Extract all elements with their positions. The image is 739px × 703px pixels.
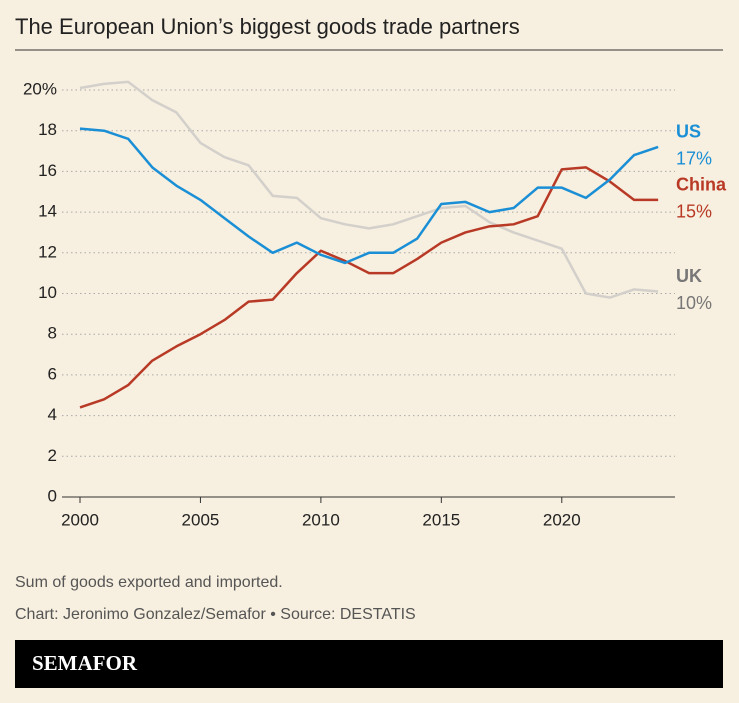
x-tick-label: 2020 [543, 510, 581, 529]
brand: SEMAFOR [32, 651, 138, 675]
y-tick-label: 4 [48, 405, 57, 424]
legend-label: UK [676, 266, 702, 286]
x-tick-label: 2000 [61, 510, 99, 529]
x-tick-label: 2005 [182, 510, 220, 529]
y-tick-label: 18 [38, 120, 57, 139]
y-tick-label: 12 [38, 242, 57, 261]
y-tick-label: 16 [38, 161, 57, 180]
legend-label: China [676, 175, 727, 195]
legend-label: US [676, 122, 701, 142]
y-tick-label: 0 [48, 486, 57, 505]
x-tick-label: 2010 [302, 510, 340, 529]
y-tick-label: 2 [48, 446, 57, 465]
end-value-label: 15% [676, 202, 712, 222]
end-value-label: 10% [676, 293, 712, 313]
x-tick-label: 2015 [422, 510, 460, 529]
end-value-label: 17% [676, 149, 712, 169]
y-tick-label: 8 [48, 324, 57, 343]
credit: Chart: Jeronimo Gonzalez/Semafor • Sourc… [15, 606, 416, 623]
note: Sum of goods exported and imported. [15, 574, 283, 591]
y-tick-label: 20% [23, 79, 57, 98]
series-line [79, 127, 659, 265]
brand-bar [15, 640, 723, 688]
y-tick-label: 6 [48, 364, 57, 383]
series-line [79, 80, 659, 299]
y-tick-label: 14 [38, 202, 57, 221]
series-line [79, 166, 659, 409]
chart-title: The European Union’s biggest goods trade… [15, 14, 520, 39]
y-tick-label: 10 [38, 283, 57, 302]
